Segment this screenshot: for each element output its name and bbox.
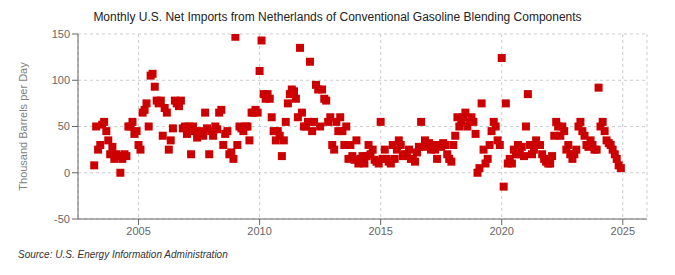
svg-text:Thousand Barrels per Day: Thousand Barrels per Day: [17, 62, 29, 191]
svg-text:50: 50: [58, 120, 70, 132]
svg-text:0: 0: [64, 167, 70, 179]
svg-text:2020: 2020: [489, 225, 513, 237]
html-text:Source: U.S. Energy Informatio: Source: U.S. Energy Information Administ…: [18, 249, 228, 260]
svg-text:2015: 2015: [368, 225, 392, 237]
html-text:Monthly U.S. Net Imports from: Monthly U.S. Net Imports from Netherland…: [93, 10, 582, 24]
svg-text:2005: 2005: [126, 225, 150, 237]
svg-text:2010: 2010: [247, 225, 271, 237]
svg-text:-50: -50: [54, 213, 70, 225]
svg-text:100: 100: [52, 74, 70, 86]
svg-text:2025: 2025: [611, 225, 635, 237]
svg-text:150: 150: [52, 28, 70, 40]
